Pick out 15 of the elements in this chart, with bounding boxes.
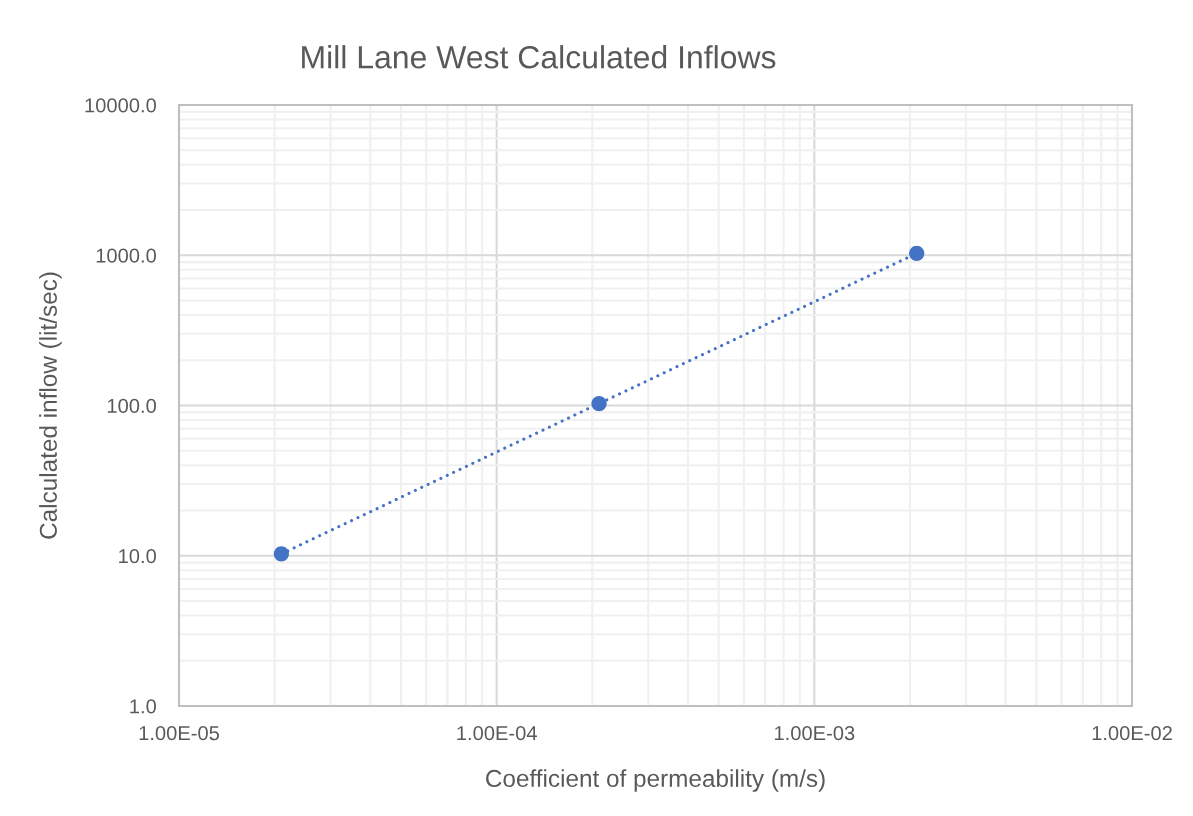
x-tick-label: 1.00E-03 [775,725,855,741]
y-tick-label: 10000.0 [85,98,156,113]
y-tick-label: 10.0 [119,548,156,564]
point [909,245,925,261]
y-tick-label: 1000.0 [96,248,156,263]
x-tick-label: 1.00E-05 [139,725,220,741]
y-tick-label: 1.0 [130,699,156,714]
point [273,546,289,562]
y-tick-label: 100.0 [107,398,156,413]
x-tick-label: 1.00E-02 [1092,725,1172,741]
y-axis-title: Calculated inflow (lit/sec) [39,272,62,539]
x-tick-label: 1.00E-04 [457,725,537,741]
x-axis-title: Coefficient of permeability (m/s) [486,769,825,792]
point [591,395,607,412]
chart-title: Mill Lane West Calculated Inflows [302,45,776,69]
